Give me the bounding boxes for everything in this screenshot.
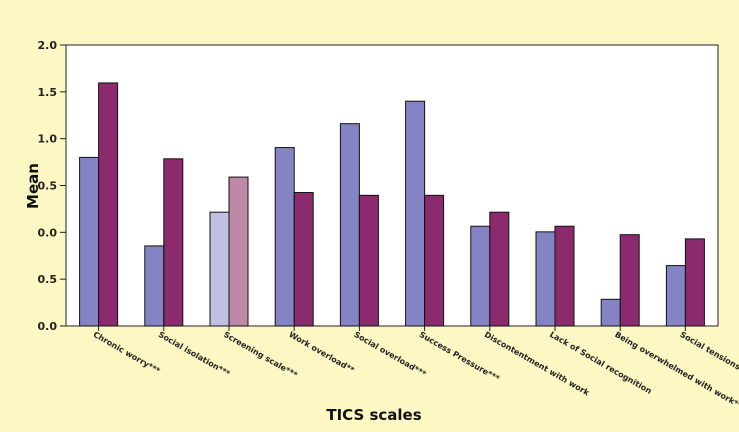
- y-tick-label: 1.5: [38, 86, 58, 99]
- bar-series-2: [424, 194, 445, 327]
- bar-series-1: [535, 231, 556, 327]
- bar-series-2: [554, 225, 575, 327]
- bar-series-1: [405, 100, 426, 327]
- bars: [79, 82, 705, 327]
- y-tick-label: 0.5: [38, 273, 58, 286]
- x-tick-label: Work overload**: [287, 330, 356, 375]
- bar-series-2: [293, 192, 314, 327]
- y-tick-label: 0.0: [38, 226, 58, 239]
- x-tick-label: Chronic worry***: [92, 330, 163, 376]
- x-axis-category-labels: Chronic worry***Social isolation***Scree…: [92, 330, 739, 413]
- bar-series-1: [274, 147, 295, 327]
- y-tick-label: 0.0: [38, 320, 58, 333]
- bar-series-2: [228, 176, 249, 327]
- bar-series-2: [358, 194, 379, 327]
- x-tick-label: Social isolation***: [157, 330, 232, 379]
- bar-series-2: [619, 234, 640, 327]
- bar-series-2: [489, 211, 510, 327]
- y-axis-title: Mean: [24, 163, 42, 209]
- x-axis-ticks: [98, 326, 686, 331]
- bar-series-1: [144, 245, 165, 327]
- y-tick-label: 1.0: [38, 133, 58, 146]
- bar-series-2: [684, 238, 705, 327]
- y-tick-label: 2.0: [38, 39, 58, 52]
- bar-series-2: [163, 158, 184, 327]
- x-tick-label: Discontentment with work: [483, 330, 592, 398]
- bar-series-1: [79, 156, 100, 327]
- x-tick-label: Lack of Social recognition: [548, 330, 653, 396]
- y-tick-label: 0.5: [38, 180, 58, 193]
- y-axis-ticks: 0.0 0.5 0.0 0.5 1.0 1.5 2.0: [38, 39, 66, 333]
- bar-series-1: [209, 211, 230, 327]
- bar-series-1: [470, 225, 491, 327]
- bar-series-1: [665, 265, 686, 327]
- x-axis-title: TICS scales: [326, 406, 421, 424]
- bar-series-1: [339, 123, 360, 327]
- x-tick-label: Being overwhelmed with work***: [613, 330, 739, 413]
- bar-series-2: [98, 82, 119, 327]
- x-tick-label: Social tensions*: [678, 330, 739, 374]
- bar-series-1: [600, 298, 621, 327]
